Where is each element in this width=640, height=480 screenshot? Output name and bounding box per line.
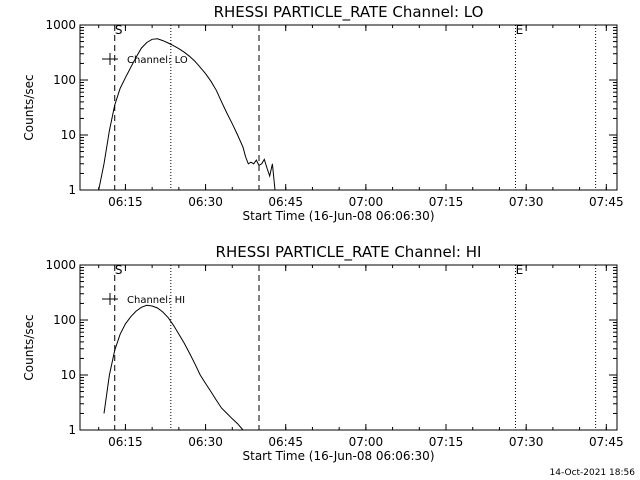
x-axis-label: Start Time (16-Jun-08 06:06:30) [243, 209, 435, 223]
x-tick-label: 07:15 [429, 195, 464, 209]
time-marker-label: S [115, 263, 123, 277]
y-axis-label: Counts/sec [22, 314, 36, 380]
y-axis-label: Counts/sec [22, 74, 36, 140]
x-tick-label: 07:45 [589, 195, 624, 209]
x-tick-label: 07:15 [429, 435, 464, 449]
time-marker-label: E [516, 263, 524, 277]
y-tick-label: 1 [68, 183, 76, 197]
x-axis-label: Start Time (16-Jun-08 06:06:30) [243, 449, 435, 463]
y-tick-label: 1000 [45, 258, 76, 272]
x-tick-label: 06:45 [268, 435, 303, 449]
x-tick-label: 06:45 [268, 195, 303, 209]
x-tick-label: 06:30 [188, 195, 223, 209]
x-tick-label: 07:30 [509, 195, 544, 209]
time-marker-label: S [115, 23, 123, 37]
footer-timestamp: 14-Oct-2021 18:56 [550, 468, 636, 478]
legend-label: Channel: LO [127, 55, 188, 66]
series-line [103, 304, 244, 431]
y-tick-label: 100 [53, 73, 76, 87]
y-tick-label: 100 [53, 313, 76, 327]
panel-lo: RHESSI PARTICLE_RATE Channel: LO 06:15 06:… [22, 3, 624, 223]
x-tick-label: 07:00 [349, 195, 384, 209]
x-tick-label: 07:30 [509, 435, 544, 449]
panel-hi: RHESSI PARTICLE_RATE Channel: HI 06:15 06:… [22, 243, 624, 463]
chart-title: RHESSI PARTICLE_RATE Channel: LO [214, 3, 484, 22]
plot-frame [79, 24, 618, 191]
y-tick-label: 10 [61, 368, 76, 382]
y-tick-label: 1 [68, 423, 76, 437]
time-marker-label: E [516, 23, 524, 37]
x-tick-label: 06:15 [108, 435, 143, 449]
plot-frame [79, 264, 618, 431]
x-tick-label: 07:45 [589, 435, 624, 449]
x-tick-label: 06:15 [108, 195, 143, 209]
x-tick-label: 07:00 [349, 435, 384, 449]
x-tick-label: 06:30 [188, 435, 223, 449]
legend-label: Channel: HI [127, 295, 185, 306]
y-tick-label: 10 [61, 128, 76, 142]
y-tick-label: 1000 [45, 18, 76, 32]
series-line [98, 38, 276, 191]
chart-title: RHESSI PARTICLE_RATE Channel: HI [216, 243, 482, 262]
